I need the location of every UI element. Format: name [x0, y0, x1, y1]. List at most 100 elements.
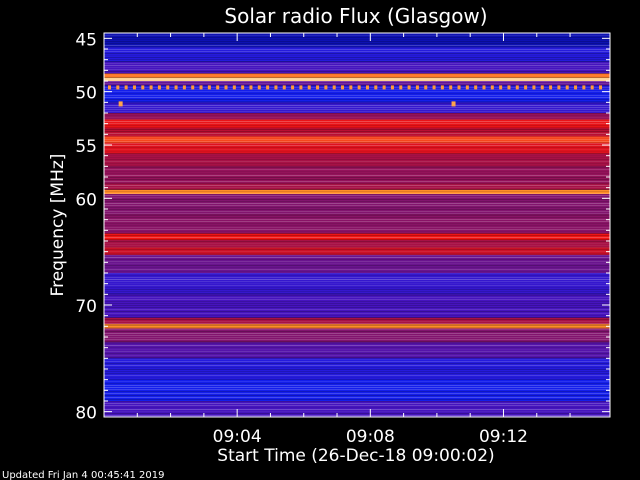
dotted-row-mark — [116, 85, 120, 90]
y-tick-label: 45 — [75, 30, 97, 50]
noise-line — [104, 301, 610, 302]
noise-line — [104, 151, 610, 152]
band-22 — [104, 247, 610, 255]
noise-line — [104, 331, 610, 332]
noise-line — [104, 161, 610, 162]
y-tick-label: 55 — [75, 137, 97, 157]
band-2 — [104, 61, 610, 74]
dotted-row-mark — [590, 85, 594, 90]
noise-line — [104, 319, 610, 320]
noise-line — [104, 139, 610, 140]
noise-line — [104, 129, 610, 130]
noise-line — [104, 383, 610, 384]
noise-line — [104, 133, 610, 134]
noise-line — [104, 67, 610, 68]
band-21 — [104, 239, 610, 248]
dotted-row-mark — [524, 85, 528, 90]
x-tick-label: 09:08 — [346, 427, 395, 447]
dotted-row-mark — [415, 85, 419, 90]
updated-timestamp: Updated Fri Jan 4 00:45:41 2019 — [2, 470, 165, 480]
noise-line — [104, 121, 610, 122]
noise-line — [104, 107, 610, 108]
noise-line — [104, 215, 610, 216]
noise-line — [104, 411, 610, 412]
noise-line — [104, 283, 610, 284]
noise-line — [104, 309, 610, 310]
noise-line — [104, 223, 610, 224]
noise-line — [104, 103, 610, 104]
noise-line — [104, 399, 610, 400]
noise-line — [104, 365, 610, 366]
noise-line — [104, 191, 610, 192]
noise-line — [104, 137, 610, 138]
band-23 — [104, 254, 610, 273]
dotted-row-mark — [499, 85, 503, 90]
noise-line — [104, 313, 610, 314]
plot-area — [103, 32, 611, 418]
noise-line — [104, 147, 610, 148]
noise-line — [104, 315, 610, 316]
spot-1 — [451, 101, 456, 107]
dotted-row-mark — [465, 85, 469, 90]
noise-line — [104, 221, 610, 222]
noise-line — [104, 285, 610, 286]
dotted-row-mark — [332, 85, 336, 90]
dotted-row-mark — [557, 85, 561, 90]
noise-line — [104, 175, 610, 176]
noise-line — [104, 299, 610, 300]
noise-line — [104, 297, 610, 298]
noise-line — [104, 289, 610, 290]
noise-line — [104, 101, 610, 102]
noise-line — [104, 229, 610, 230]
noise-line — [104, 149, 610, 150]
dotted-row-mark — [182, 85, 186, 90]
dotted-row-mark — [299, 85, 303, 90]
noise-line — [104, 377, 610, 378]
dotted-row-mark — [174, 85, 178, 90]
plot-frame — [103, 32, 611, 418]
dotted-row-mark — [474, 85, 478, 90]
noise-line — [104, 105, 610, 106]
noise-line — [104, 265, 610, 266]
dotted-row-mark — [266, 85, 270, 90]
noise-line — [104, 343, 610, 344]
band-32 — [104, 401, 610, 417]
noise-line — [104, 277, 610, 278]
dotted-row-mark — [199, 85, 203, 90]
noise-line — [104, 239, 610, 240]
spot-0 — [118, 101, 123, 107]
band-14 — [104, 153, 610, 167]
y-tick-label: 50 — [75, 84, 97, 104]
dotted-row-mark — [274, 85, 278, 90]
dotted-row-mark — [482, 85, 486, 90]
dotted-row-mark — [224, 85, 228, 90]
dotted-row-mark — [507, 85, 511, 90]
dotted-row-mark — [207, 85, 211, 90]
band-7 — [104, 89, 610, 103]
noise-line — [104, 83, 610, 84]
dotted-row-mark — [565, 85, 569, 90]
band-28 — [104, 328, 610, 343]
noise-line — [104, 393, 610, 394]
noise-line — [104, 231, 610, 232]
noise-line — [104, 253, 610, 254]
dotted-row-mark — [157, 85, 161, 90]
noise-line — [104, 171, 610, 172]
noise-line — [104, 369, 610, 370]
noise-line — [104, 213, 610, 214]
noise-line — [104, 195, 610, 196]
noise-line — [104, 271, 610, 272]
noise-line — [104, 321, 610, 322]
y-tick-label: 80 — [75, 404, 97, 424]
noise-line — [104, 85, 610, 86]
noise-line — [104, 337, 610, 338]
dotted-row-mark — [490, 85, 494, 90]
noise-line — [104, 385, 610, 386]
dotted-row-mark — [399, 85, 403, 90]
noise-line — [104, 361, 610, 362]
noise-line — [104, 389, 610, 390]
band-5 — [104, 81, 610, 86]
noise-line — [104, 69, 610, 70]
noise-line — [104, 275, 610, 276]
noise-line — [104, 387, 610, 388]
